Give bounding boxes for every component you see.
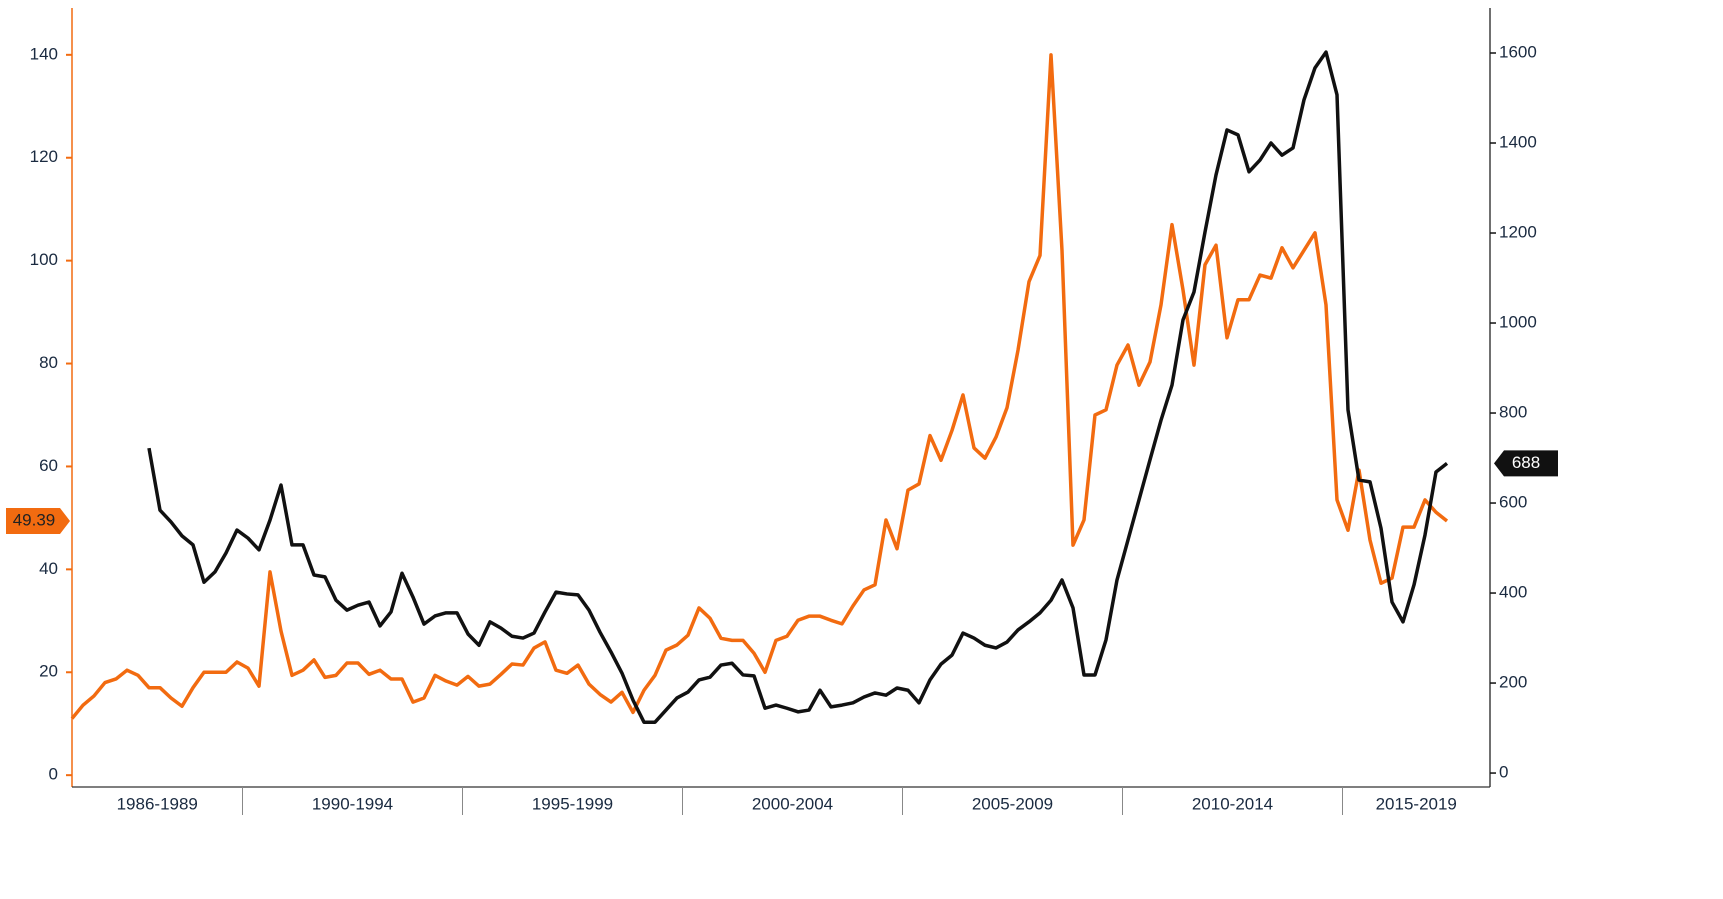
y2-tick-label: 0 [1499, 763, 1508, 782]
y2-tick-label: 1000 [1499, 313, 1537, 332]
y-tick-label: 60 [39, 456, 58, 475]
x-tick-label: 2005-2009 [972, 794, 1053, 813]
x-tick-label: 1995-1999 [532, 794, 613, 813]
last-value-label: 49.39 [13, 511, 56, 530]
x-tick-label: 2015-2019 [1376, 794, 1457, 813]
line-series [147, 50, 1449, 724]
y2-tick-label: 1400 [1499, 132, 1537, 151]
y-tick-label: 100 [30, 250, 58, 269]
last-value-label: 688 [1512, 453, 1540, 472]
y2-tick-label: 600 [1499, 493, 1527, 512]
x-tick-label: 1986-1989 [117, 794, 198, 813]
y2-tick-label: 800 [1499, 403, 1527, 422]
x-tick-label: 2000-2004 [752, 794, 833, 813]
y-tick-label: 40 [39, 559, 58, 578]
y-tick-label: 0 [49, 765, 58, 784]
y-tick-label: 120 [30, 147, 58, 166]
y-tick-label: 140 [30, 44, 58, 63]
last-value-tag [6, 508, 70, 535]
y-tick-label: 80 [39, 353, 58, 372]
last-value-tag [1494, 450, 1558, 477]
x-tick-label: 1990-1994 [312, 794, 393, 813]
y2-tick-label: 1200 [1499, 222, 1537, 241]
y2-tick-label: 1600 [1499, 42, 1537, 61]
y2-tick-label: 400 [1499, 583, 1527, 602]
line-series [70, 53, 1449, 720]
y2-tick-label: 200 [1499, 673, 1527, 692]
x-tick-label: 2010-2014 [1192, 794, 1273, 813]
y-tick-label: 20 [39, 662, 58, 681]
